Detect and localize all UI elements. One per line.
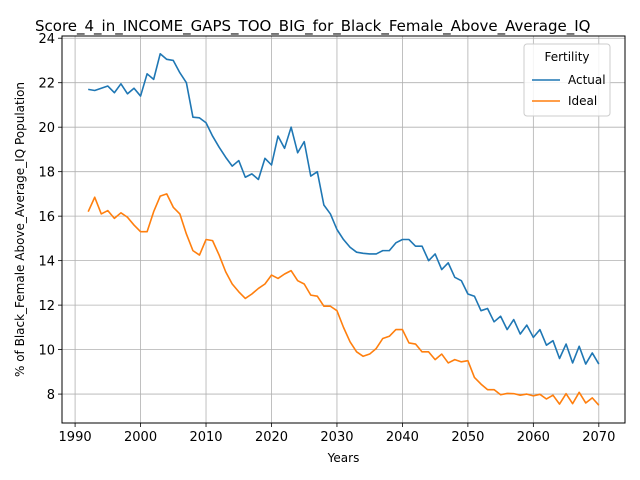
y-tick-label: 24 <box>38 32 55 47</box>
x-tick-label: 2000 <box>124 430 157 445</box>
x-tick-label: 2060 <box>517 430 550 445</box>
y-tick-label: 14 <box>38 255 55 270</box>
y-tick-label: 22 <box>38 77 55 92</box>
legend-box <box>523 43 611 117</box>
x-tick-label: 2040 <box>386 430 419 445</box>
y-tick-label: 18 <box>38 166 55 181</box>
legend-title: Fertility <box>544 50 589 64</box>
y-tick-label: 8 <box>47 388 55 403</box>
y-axis-ticks: 8 10 12 14 16 18 20 22 24 <box>38 32 62 403</box>
y-tick-label: 10 <box>38 344 55 359</box>
legend-entries: Actual Ideal <box>532 73 606 108</box>
plot-lines <box>87 52 600 406</box>
series-line-actual <box>88 52 600 365</box>
legend-label-ideal: Ideal <box>568 94 597 108</box>
x-tick-label: 2050 <box>451 430 484 445</box>
series-line-ideal <box>87 193 600 406</box>
x-tick-label: 2020 <box>255 430 288 445</box>
x-tick-label: 2070 <box>582 430 615 445</box>
y-axis-label: % of Black_Female Above_Average_IQ Popul… <box>13 82 27 377</box>
x-tick-label: 1990 <box>59 430 92 445</box>
chart-title: Score_4_in_INCOME_GAPS_TOO_BIG_for_Black… <box>35 17 590 36</box>
legend: Fertility Actual Ideal <box>523 43 611 117</box>
x-tick-label: 2030 <box>320 430 353 445</box>
x-tick-label: 2010 <box>189 430 222 445</box>
x-axis-ticks: 1990 2000 2010 2020 2030 2040 2050 2060 2070 <box>59 423 615 445</box>
plot-frame <box>61 35 626 424</box>
x-axis-label: Years <box>327 451 360 465</box>
y-tick-label: 20 <box>38 121 55 136</box>
y-tick-label: 12 <box>38 299 55 314</box>
legend-label-actual: Actual <box>568 73 606 87</box>
y-tick-label: 16 <box>38 210 55 225</box>
